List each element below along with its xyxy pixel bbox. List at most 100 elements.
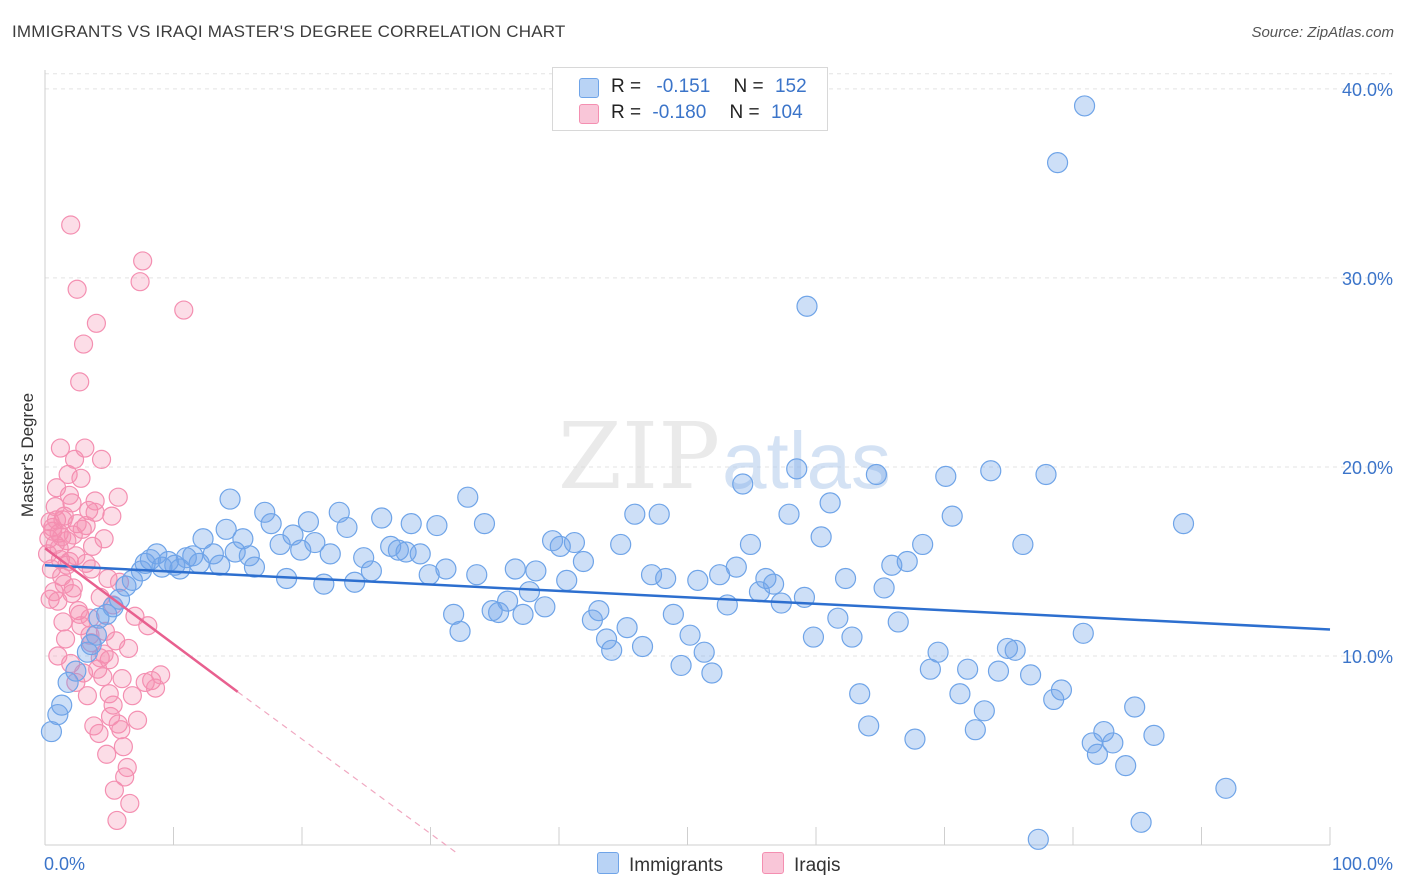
immigrants-point (371, 507, 393, 529)
immigrants-point (400, 513, 422, 535)
immigrants-point (387, 539, 409, 561)
immigrants-point (1115, 755, 1137, 777)
iraqis-point (174, 300, 194, 320)
immigrants-point (572, 550, 595, 573)
immigrants-point (260, 513, 282, 535)
immigrants-point (949, 683, 971, 705)
immigrants-trend-line (44, 563, 1331, 631)
immigrants-point (85, 624, 108, 646)
immigrants-point (512, 603, 534, 625)
watermark: ZIP atlas (558, 403, 891, 510)
iraqis-point (53, 612, 73, 632)
immigrants-point (497, 590, 519, 612)
immigrants-point (466, 564, 488, 586)
immigrants-point (648, 503, 670, 525)
iraqis-point (48, 646, 68, 666)
immigrants-point (980, 460, 1002, 482)
immigrants-point (57, 671, 79, 694)
immigrants-point (1102, 732, 1124, 754)
immigrants-point (873, 577, 895, 599)
immigrants-point (987, 660, 1010, 682)
tick-labels: 10.0% 20.0% 30.0% 40.0% 0.0% 100.0% (44, 80, 1393, 874)
immigrants-point (1072, 622, 1094, 644)
immigrants-point (1130, 811, 1152, 833)
y-axis-title: Master's Degree (18, 393, 37, 517)
immigrants-point (1027, 828, 1049, 850)
immigrants-point (360, 560, 382, 582)
iraqis-point (59, 485, 80, 505)
immigrants-point (238, 545, 260, 567)
y-tick-label: 20.0% (1342, 458, 1393, 478)
immigrants-point (1073, 95, 1096, 117)
immigrants-point (610, 533, 632, 556)
bottom-legend-iraqis: Iraqis (762, 852, 840, 877)
iraqis-point (85, 491, 105, 511)
legend-r-value: -0.180 (652, 102, 707, 123)
immigrants-point (473, 513, 496, 535)
immigrants-point (1012, 533, 1034, 556)
x-tick-label-max: 100.0% (1332, 854, 1393, 874)
immigrants-point (192, 528, 214, 550)
source-credit: Source: ZipAtlas.com (1251, 24, 1394, 41)
immigrants-swatch (597, 852, 619, 874)
legend-n-value: 104 (770, 102, 803, 123)
immigrants-point (304, 531, 326, 554)
iraqis-point (151, 665, 171, 685)
chart-title: IMMIGRANTS VS IRAQI MASTER'S DEGREE CORR… (12, 22, 566, 41)
iraqis-point (94, 529, 114, 549)
iraqis-point (120, 793, 140, 814)
immigrants-point (1004, 639, 1026, 661)
immigrants-point (51, 694, 73, 716)
iraqis-point (82, 536, 103, 556)
immigrants-point (435, 558, 457, 580)
iraqis-point (50, 438, 71, 458)
iraqis-point (70, 604, 90, 624)
iraqis-point (52, 527, 72, 547)
immigrants-point (254, 501, 276, 523)
legend-n-label: N = (733, 76, 764, 97)
bottom-legend-immigrants: Immigrants (597, 852, 723, 877)
immigrants-label: Immigrants (629, 855, 723, 876)
iraqis-point (76, 515, 96, 536)
legend-r-label: R = (611, 76, 642, 97)
immigrants-point (786, 458, 808, 480)
immigrants-point (802, 626, 825, 648)
immigrants-point (169, 558, 191, 580)
immigrants-point (858, 715, 880, 737)
legend-swatch-immigrants (579, 78, 599, 98)
immigrants-point (834, 567, 857, 590)
immigrants-point (319, 543, 341, 565)
immigrants-point (556, 569, 578, 591)
immigrants-point (457, 486, 479, 508)
immigrants-point (1215, 777, 1237, 799)
immigrants-point (670, 654, 692, 677)
immigrants-point (616, 617, 638, 639)
immigrants-point (209, 554, 231, 576)
iraqis-point (62, 583, 82, 604)
y-tick-label: 30.0% (1342, 269, 1393, 289)
iraqis-swatch (762, 852, 784, 874)
iraqis-point (108, 714, 128, 734)
immigrants-point (449, 620, 471, 643)
iraqis-point (117, 757, 137, 778)
immigrants-point (224, 541, 246, 563)
immigrants-point (927, 641, 949, 663)
immigrants-point (662, 603, 684, 625)
iraqis-point (66, 546, 86, 566)
iraqis-point (103, 695, 123, 715)
immigrants-point (819, 492, 841, 514)
immigrants-point (655, 567, 677, 590)
iraqis-point (53, 510, 73, 530)
iraqis-point (130, 272, 150, 292)
immigrants-point (739, 533, 762, 556)
immigrants-point (1046, 152, 1069, 174)
immigrants-point (426, 514, 448, 537)
immigrants-point (1086, 743, 1109, 765)
iraqis-point (40, 589, 60, 609)
immigrants-point (827, 607, 849, 629)
immigrants-point (624, 503, 646, 525)
immigrants-point (518, 581, 541, 603)
trend-lines (44, 547, 1331, 854)
iraqis-point (118, 638, 139, 659)
